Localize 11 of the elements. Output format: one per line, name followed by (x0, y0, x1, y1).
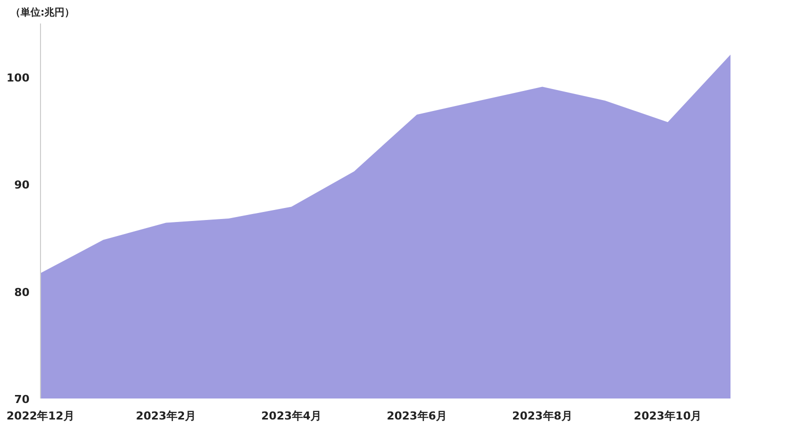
y-tick-label: 90 (14, 178, 30, 192)
x-tick-label: 2023年8月 (512, 410, 572, 422)
x-tick-label: 2023年6月 (386, 410, 448, 422)
text: （単位:兆円） (10, 6, 74, 18)
y-tick-label: 80 (14, 286, 30, 299)
y-tick-label: 100 (6, 72, 30, 85)
x-tick-label: 2022年12月 (6, 410, 74, 422)
x-tick-label: 2023年4月 (261, 410, 322, 422)
x-tick-label: 2023年2月 (136, 410, 196, 422)
x-tick-label: 2023年10月 (634, 410, 702, 422)
y-tick-label: 70 (14, 393, 30, 406)
